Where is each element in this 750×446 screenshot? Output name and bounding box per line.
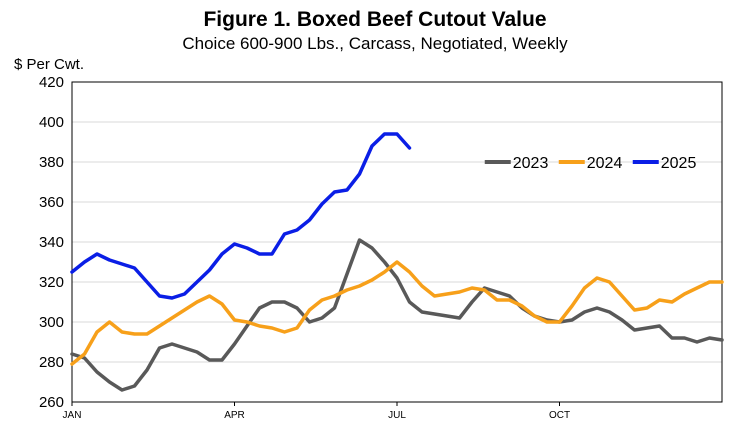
chart-subtitle: Choice 600-900 Lbs., Carcass, Negotiated… [182,34,568,53]
gridlines [72,81,722,403]
y-axis-ticks: 260 280 300 320 340 360 380 400 420 [39,74,64,411]
legend-label-2023: 2023 [513,155,549,172]
x-tick-label: JUL [388,410,406,421]
y-tick-label: 280 [39,354,64,371]
series-lines [70,132,724,392]
y-tick-label: 360 [39,194,64,211]
x-tick-label: OCT [549,410,570,421]
series-line-2024 [70,260,724,366]
x-tick-label: JAN [63,410,82,421]
y-tick-label: 320 [39,274,64,291]
x-axis-ticks: JAN APR JUL OCT [63,402,570,421]
legend-label-2025: 2025 [661,155,697,172]
y-tick-label: 380 [39,154,64,171]
series-line-2025 [70,132,412,300]
y-tick-label: 420 [39,74,64,91]
chart-title: Figure 1. Boxed Beef Cutout Value [203,8,547,31]
x-tick-label: APR [224,410,245,421]
legend: 2023 2024 2025 [484,155,697,172]
series-line-2023 [70,238,724,392]
legend-label-2024: 2024 [587,155,623,172]
y-axis-label: $ Per Cwt. [14,56,85,73]
y-tick-label: 300 [39,314,64,331]
y-tick-label: 340 [39,234,64,251]
y-tick-label: 400 [39,114,64,131]
y-tick-label: 260 [39,394,64,411]
